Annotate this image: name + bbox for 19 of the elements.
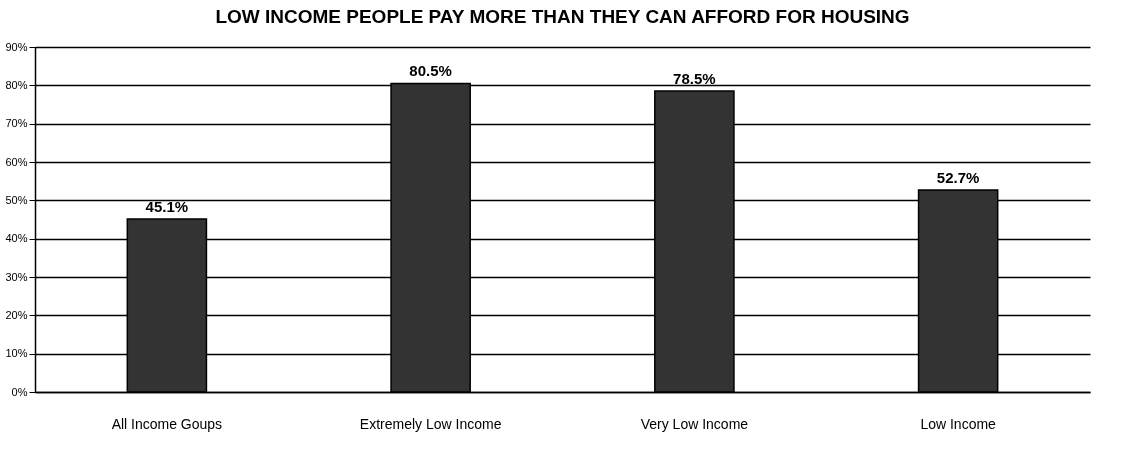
data-label: 80.5%: [409, 62, 452, 80]
x-tick-label: All Income Goups: [111, 415, 223, 432]
y-tick-label: 70%: [5, 117, 28, 130]
x-tick-label: Extremely Low Income: [359, 415, 502, 432]
data-label: 52.7%: [936, 168, 980, 186]
x-tick-label: Very Low Income: [640, 415, 749, 432]
x-tick-label: Low Income: [920, 415, 997, 432]
data-label: 45.1%: [145, 198, 189, 216]
y-tick-label: 80%: [5, 78, 28, 91]
y-tick-label: 20%: [5, 308, 28, 321]
y-tick-label: 10%: [5, 347, 28, 360]
y-tick-label: 50%: [5, 193, 28, 206]
y-tick-label: 0%: [11, 385, 28, 398]
y-tick-label: 90%: [5, 40, 28, 53]
y-tick-label: 40%: [5, 232, 28, 245]
y-tick-label: 30%: [5, 270, 28, 283]
y-tick-label: 60%: [5, 155, 28, 168]
chart-title: LOW INCOME PEOPLE PAY MORE THAN THEY CAN AFFORD FOR HOUSING: [215, 6, 910, 27]
data-label: 78.5%: [673, 70, 716, 88]
